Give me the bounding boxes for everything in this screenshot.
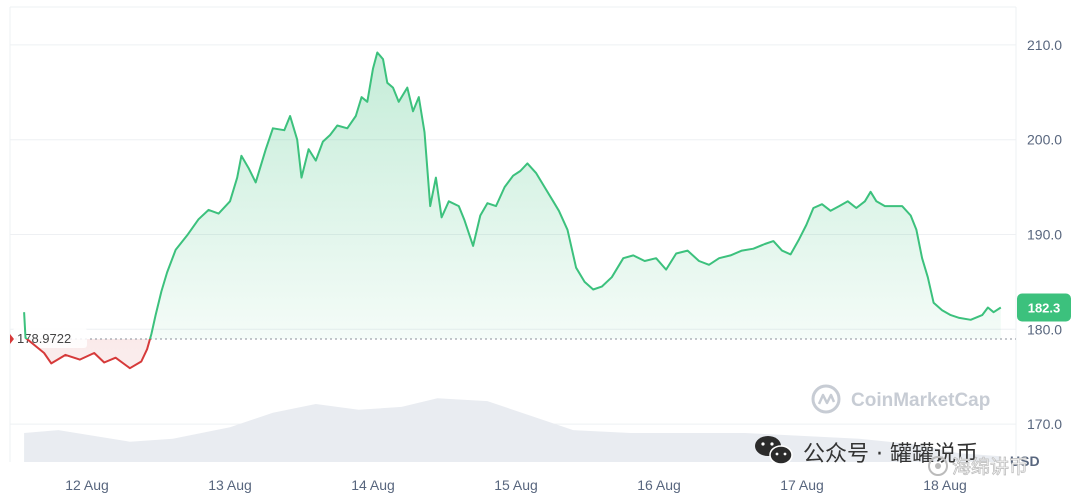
y-tick-label: 210.0 bbox=[1027, 37, 1062, 53]
price-line-above-baseline bbox=[23, 51, 1002, 340]
corner-watermark-text: 海绵讲币 bbox=[952, 456, 1028, 478]
x-tick-label: 12 Aug bbox=[65, 477, 109, 493]
currency-label: USD bbox=[1010, 453, 1040, 469]
x-tick-label: 14 Aug bbox=[351, 477, 395, 493]
x-tick-label: 18 Aug bbox=[923, 477, 967, 493]
x-tick-label: 13 Aug bbox=[208, 477, 252, 493]
y-tick-label: 180.0 bbox=[1027, 321, 1062, 337]
corner-watermark: 海绵讲币 bbox=[928, 456, 1028, 478]
y-tick-label: 170.0 bbox=[1027, 416, 1062, 432]
x-tick-label: 15 Aug bbox=[494, 477, 538, 493]
wechat-watermark: 公众号 · 罐罐说币 bbox=[755, 436, 978, 467]
baseline-marker bbox=[10, 334, 14, 345]
x-tick-label: 17 Aug bbox=[780, 477, 824, 493]
x-axis-ticks: 12 Aug 13 Aug 14 Aug 15 Aug 16 Aug 17 Aug 18 A… bbox=[65, 477, 967, 493]
wechat-icon bbox=[755, 436, 793, 465]
coinmarketcap-wordmark: CoinMarketCap bbox=[851, 390, 990, 411]
channel-logo-icon bbox=[928, 456, 948, 476]
coinmarketcap-logo-icon bbox=[811, 384, 841, 414]
y-axis-ticks: 170.0 180.0 190.0 200.0 210.0 bbox=[1027, 37, 1062, 432]
current-price-tag-bg bbox=[1017, 293, 1071, 322]
current-price-label: 182.3 bbox=[1028, 300, 1061, 315]
price-fill-group bbox=[24, 52, 1001, 369]
coinmarketcap-watermark: CoinMarketCap bbox=[811, 384, 990, 414]
price-area-above-baseline bbox=[24, 52, 1001, 340]
y-tick-label: 190.0 bbox=[1027, 227, 1062, 243]
x-tick-label: 16 Aug bbox=[637, 477, 681, 493]
y-tick-label: 200.0 bbox=[1027, 132, 1062, 148]
wechat-account-name: 公众号 · 罐罐说币 bbox=[803, 442, 978, 467]
current-price-tag: 182.3 bbox=[1017, 293, 1071, 322]
price-line-group bbox=[23, 51, 1002, 370]
